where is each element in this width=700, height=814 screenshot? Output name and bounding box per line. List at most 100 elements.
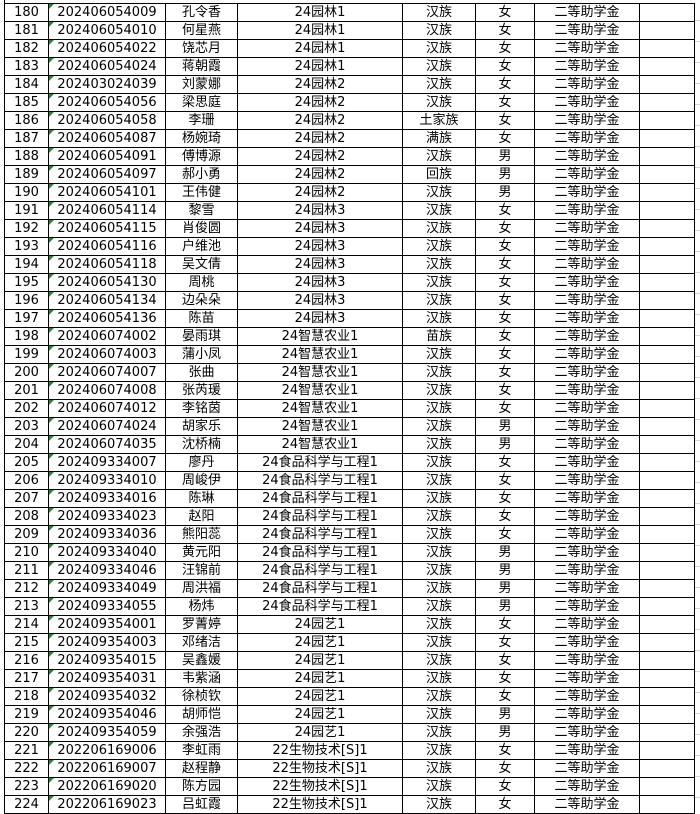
cell-class[interactable]: 24园林2 [237,75,403,94]
cell-index[interactable]: 194 [4,255,49,274]
cell-index[interactable]: 200 [4,363,49,382]
cell-empty[interactable] [639,597,695,616]
cell-ethnicity[interactable]: 汉族 [402,507,476,526]
cell-index[interactable]: 212 [4,579,49,598]
cell-ethnicity[interactable]: 汉族 [402,741,476,760]
cell-name[interactable]: 周桃 [165,273,238,292]
cell-index[interactable]: 213 [4,597,49,616]
cell-class[interactable]: 24智慧农业1 [237,363,403,382]
cell-index[interactable]: 199 [4,345,49,364]
cell-student-id[interactable]: 202406054010 [48,21,166,40]
cell-gender[interactable]: 女 [475,381,535,400]
cell-class[interactable]: 24园林3 [237,237,403,256]
cell-empty[interactable] [639,147,695,166]
cell-class[interactable]: 24园林2 [237,93,403,112]
cell-student-id[interactable]: 202409334055 [48,597,166,616]
cell-student-id[interactable]: 202406054097 [48,165,166,184]
cell-empty[interactable] [639,651,695,670]
cell-name[interactable]: 沈桥楠 [165,435,238,454]
cell-gender[interactable]: 女 [475,255,535,274]
cell-student-id[interactable]: 202406054056 [48,93,166,112]
cell-name[interactable]: 廖丹 [165,453,238,472]
cell-student-id[interactable]: 202206169006 [48,741,166,760]
cell-award[interactable]: 二等助学金 [534,363,640,382]
cell-student-id[interactable]: 202409334036 [48,525,166,544]
cell-empty[interactable] [639,21,695,40]
cell-student-id[interactable]: 202406054136 [48,309,166,328]
cell-name[interactable]: 肖俊圆 [165,219,238,238]
cell-index[interactable]: 208 [4,507,49,526]
cell-ethnicity[interactable]: 汉族 [402,201,476,220]
cell-class[interactable]: 24园艺1 [237,651,403,670]
cell-empty[interactable] [639,327,695,346]
cell-ethnicity[interactable]: 汉族 [402,183,476,202]
cell-class[interactable]: 24智慧农业1 [237,435,403,454]
cell-name[interactable]: 傅博源 [165,147,238,166]
cell-empty[interactable] [639,669,695,688]
cell-gender[interactable]: 女 [475,57,535,76]
cell-empty[interactable] [639,39,695,58]
cell-empty[interactable] [639,237,695,256]
cell-name[interactable]: 李虹雨 [165,741,238,760]
cell-gender[interactable]: 女 [475,741,535,760]
cell-award[interactable]: 二等助学金 [534,453,640,472]
cell-ethnicity[interactable]: 汉族 [402,561,476,580]
cell-ethnicity[interactable]: 汉族 [402,543,476,562]
cell-student-id[interactable]: 202406054009 [48,3,166,22]
cell-class[interactable]: 24园林2 [237,129,403,148]
cell-student-id[interactable]: 202406054087 [48,129,166,148]
cell-ethnicity[interactable]: 汉族 [402,471,476,490]
cell-ethnicity[interactable]: 汉族 [402,273,476,292]
cell-gender[interactable]: 男 [475,183,535,202]
cell-ethnicity[interactable]: 满族 [402,129,476,148]
cell-ethnicity[interactable]: 汉族 [402,57,476,76]
cell-gender[interactable]: 女 [475,471,535,490]
cell-class[interactable]: 24食品科学与工程1 [237,525,403,544]
cell-student-id[interactable]: 202409334049 [48,579,166,598]
cell-class[interactable]: 24食品科学与工程1 [237,507,403,526]
cell-award[interactable]: 二等助学金 [534,399,640,418]
cell-award[interactable]: 二等助学金 [534,705,640,724]
cell-award[interactable]: 二等助学金 [534,345,640,364]
cell-student-id[interactable]: 202409354003 [48,633,166,652]
cell-name[interactable]: 李珊 [165,111,238,130]
cell-index[interactable]: 185 [4,93,49,112]
cell-award[interactable]: 二等助学金 [534,39,640,58]
cell-class[interactable]: 24园艺1 [237,687,403,706]
cell-gender[interactable]: 男 [475,561,535,580]
cell-gender[interactable]: 女 [475,795,535,814]
cell-award[interactable]: 二等助学金 [534,201,640,220]
cell-class[interactable]: 24食品科学与工程1 [237,453,403,472]
cell-name[interactable]: 郝小勇 [165,165,238,184]
cell-gender[interactable]: 女 [475,111,535,130]
cell-empty[interactable] [639,687,695,706]
cell-ethnicity[interactable]: 汉族 [402,597,476,616]
cell-ethnicity[interactable]: 汉族 [402,363,476,382]
cell-student-id[interactable]: 202406074035 [48,435,166,454]
cell-ethnicity[interactable]: 汉族 [402,75,476,94]
cell-index[interactable]: 216 [4,651,49,670]
cell-gender[interactable]: 女 [475,651,535,670]
cell-ethnicity[interactable]: 汉族 [402,345,476,364]
cell-gender[interactable]: 男 [475,165,535,184]
cell-award[interactable]: 二等助学金 [534,579,640,598]
cell-index[interactable]: 211 [4,561,49,580]
cell-name[interactable]: 梁思庭 [165,93,238,112]
cell-award[interactable]: 二等助学金 [534,417,640,436]
cell-award[interactable]: 二等助学金 [534,381,640,400]
cell-gender[interactable]: 女 [475,453,535,472]
cell-index[interactable]: 224 [4,795,49,814]
cell-index[interactable]: 222 [4,759,49,778]
cell-gender[interactable]: 女 [475,345,535,364]
cell-gender[interactable]: 女 [475,291,535,310]
cell-empty[interactable] [639,291,695,310]
cell-gender[interactable]: 男 [475,597,535,616]
cell-name[interactable]: 王伟健 [165,183,238,202]
cell-name[interactable]: 赵阳 [165,507,238,526]
cell-award[interactable]: 二等助学金 [534,255,640,274]
cell-empty[interactable] [639,93,695,112]
cell-class[interactable]: 24食品科学与工程1 [237,489,403,508]
cell-index[interactable]: 184 [4,75,49,94]
cell-gender[interactable]: 男 [475,723,535,742]
cell-award[interactable]: 二等助学金 [534,183,640,202]
